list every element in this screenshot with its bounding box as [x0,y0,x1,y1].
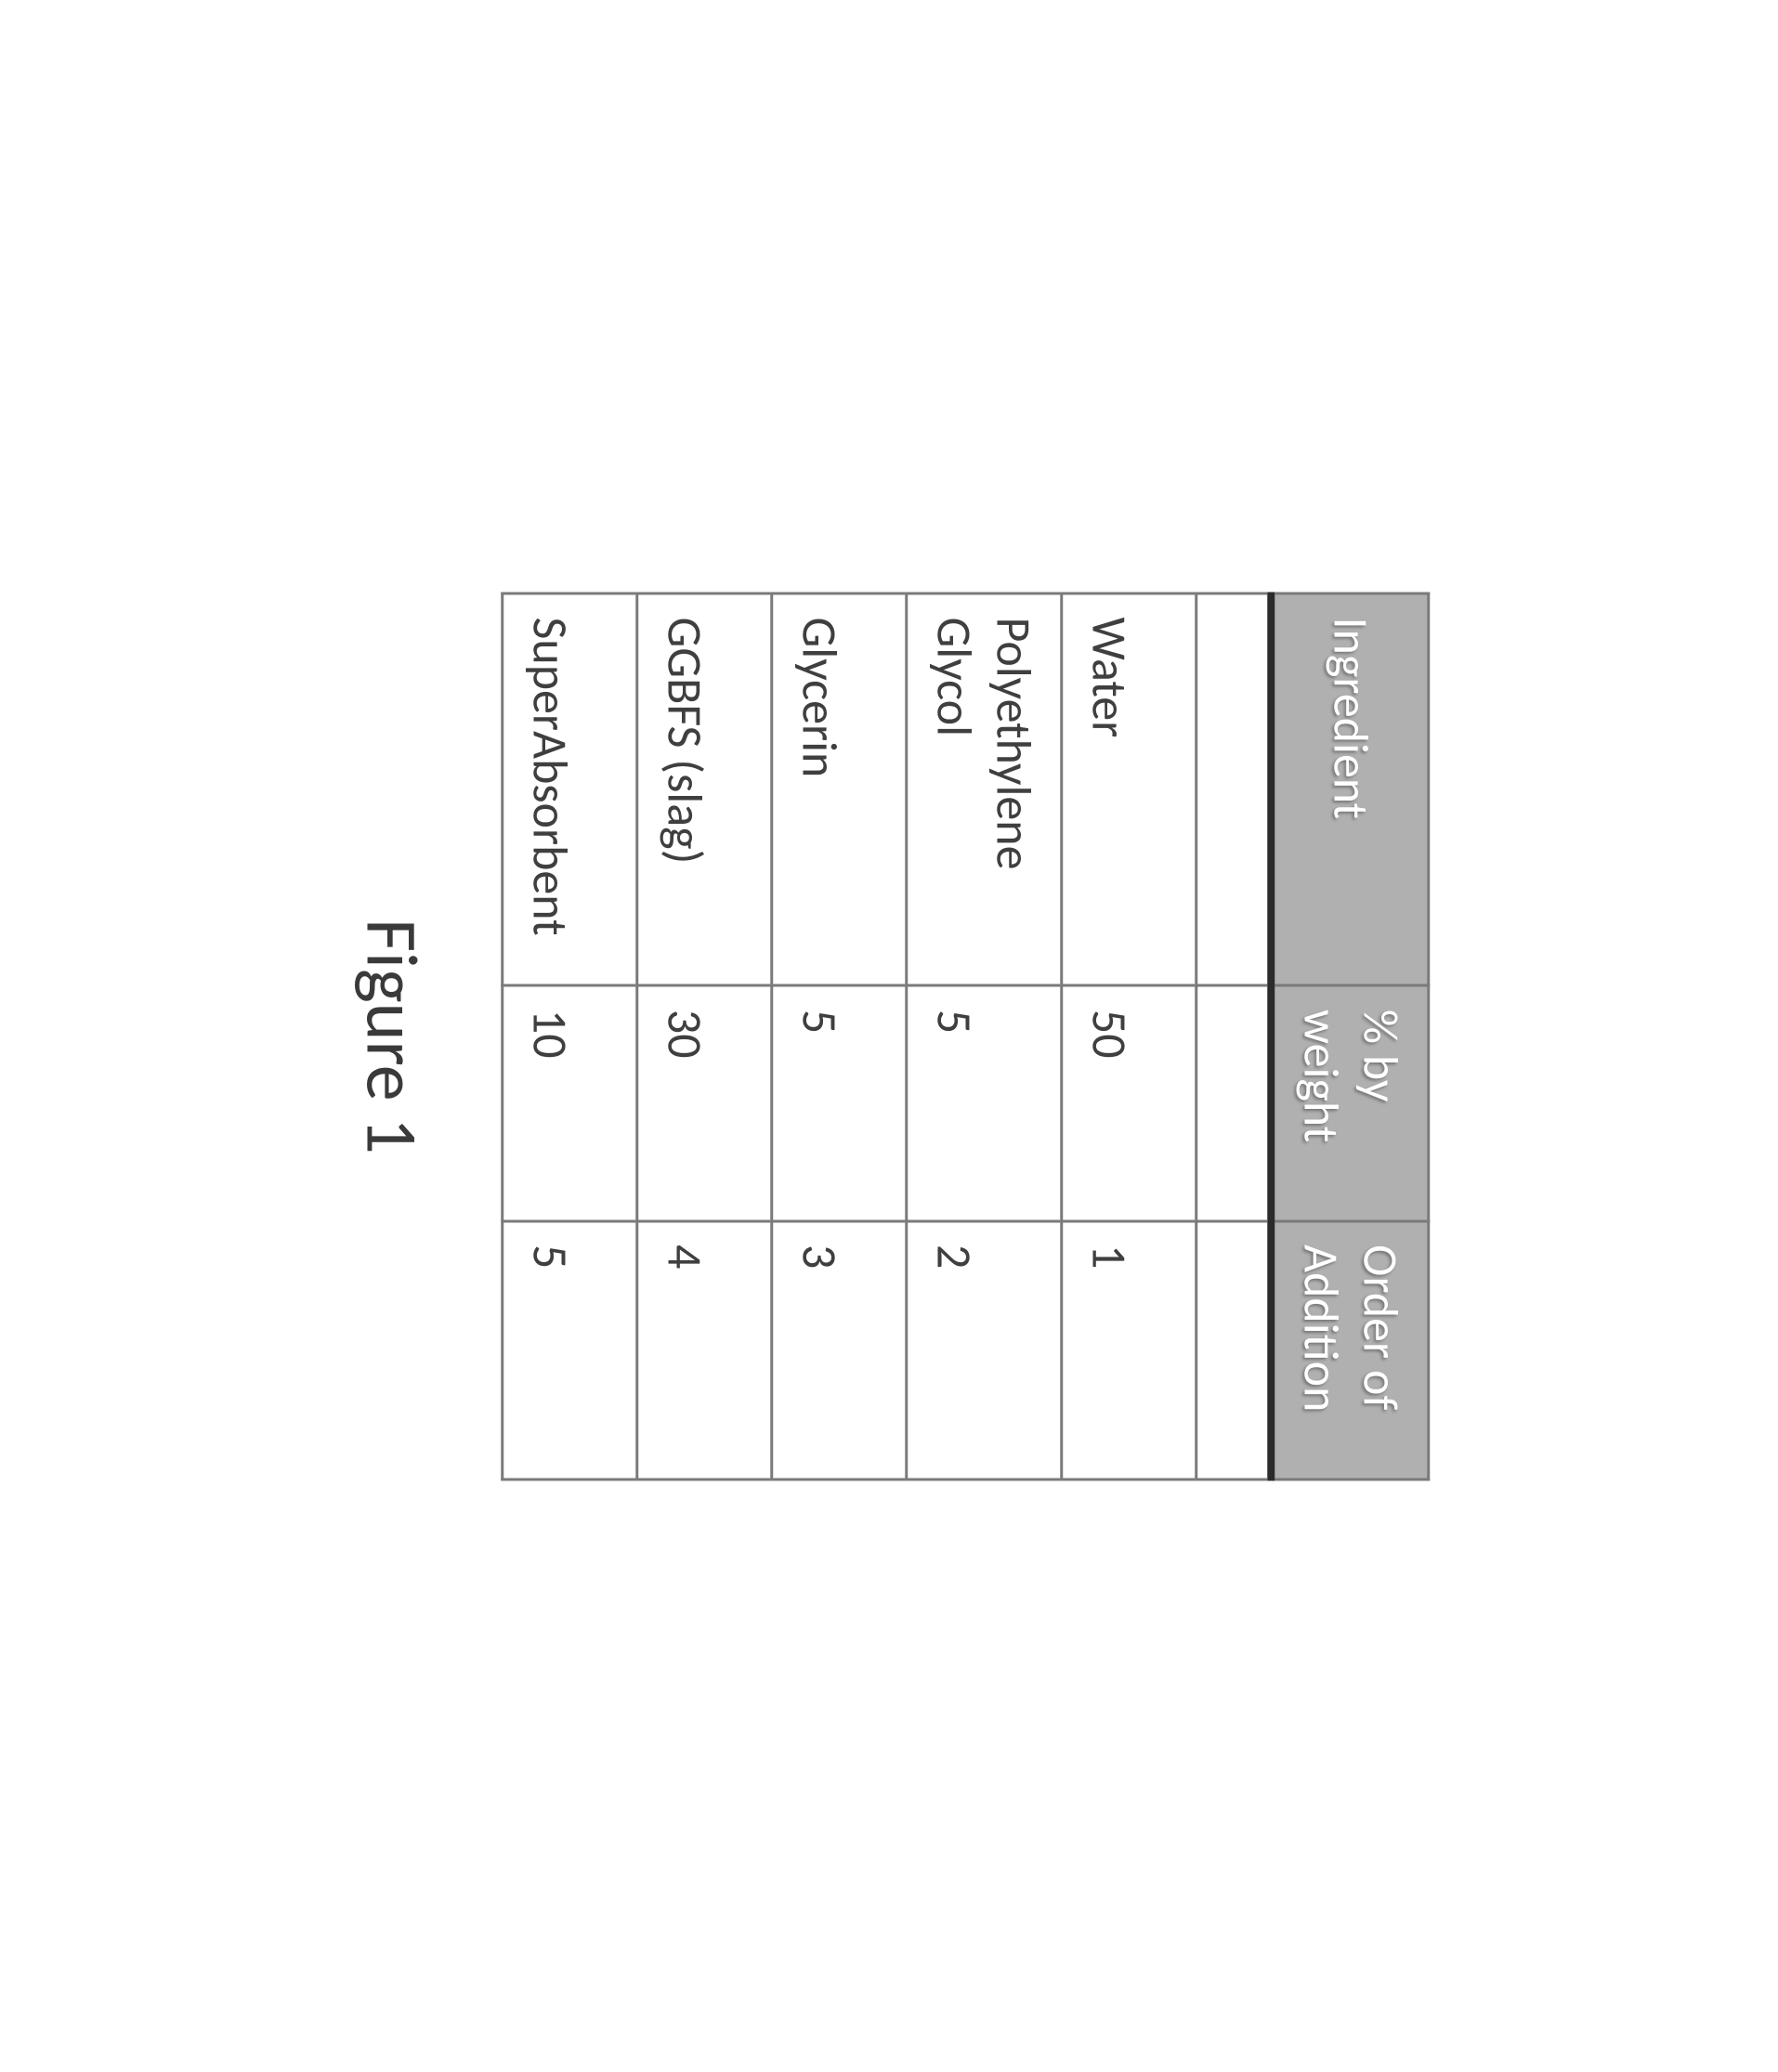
cell-order: 5 [503,1220,637,1479]
table-row: Water 50 1 [1062,593,1196,1479]
cell-pct: 5 [907,985,1062,1220]
table-row [1196,593,1271,1479]
col-header-ingredient: Ingredient [1271,593,1429,985]
cell-ingredient: SuperAbsorbent [503,593,637,985]
table-header-row: Ingredient % by weight Order of Addition [1271,593,1429,1479]
cell-order: 3 [772,1220,907,1479]
cell-order: 4 [637,1220,772,1479]
ingredients-table: Ingredient % by weight Order of Addition… [502,592,1431,1480]
cell-ingredient: GGBFS (slag) [637,593,772,985]
content-block: Ingredient % by weight Order of Addition… [348,592,1431,1480]
table-row: GGBFS (slag) 30 4 [637,593,772,1479]
cell-order: 1 [1062,1220,1196,1479]
cell-ingredient [1196,593,1271,985]
cell-pct: 5 [772,985,907,1220]
cell-pct: 30 [637,985,772,1220]
rotated-content: Ingredient % by weight Order of Addition… [348,592,1431,1480]
cell-order: 2 [907,1220,1062,1479]
col-header-order-of-addition: Order of Addition [1271,1220,1429,1479]
cell-ingredient: Polyethylene Glycol [907,593,1062,985]
page: Ingredient % by weight Order of Addition… [0,0,1778,2072]
table-row: Glycerin 5 3 [772,593,907,1479]
cell-pct [1196,985,1271,1220]
cell-ingredient: Water [1062,593,1196,985]
figure-caption: Figure 1 [348,919,437,1154]
cell-pct: 50 [1062,985,1196,1220]
table-row: Polyethylene Glycol 5 2 [907,593,1062,1479]
table-row: SuperAbsorbent 10 5 [503,593,637,1479]
cell-order [1196,1220,1271,1479]
cell-pct: 10 [503,985,637,1220]
cell-ingredient: Glycerin [772,593,907,985]
col-header-pct-by-weight: % by weight [1271,985,1429,1220]
